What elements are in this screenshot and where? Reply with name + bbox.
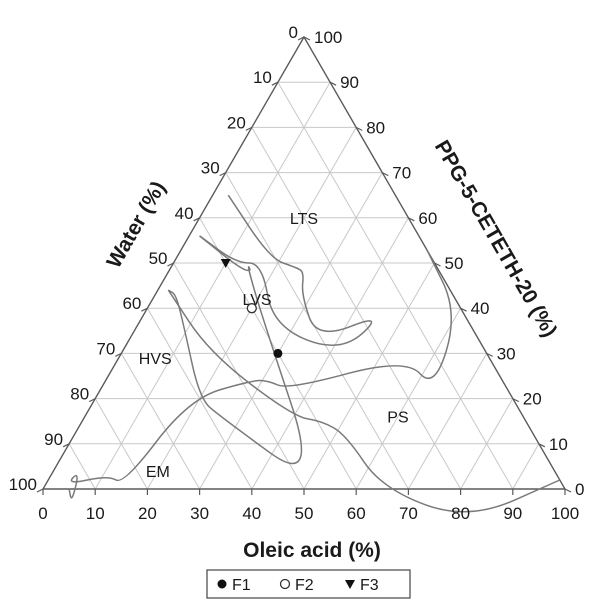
left-tick-label: 90 [44,430,63,449]
left-tick-label: 40 [175,204,194,223]
left-tick-label: 70 [96,339,115,358]
region-label-em: EM [146,464,170,481]
left-tick-mark [36,488,44,493]
bottom-tick-label: 20 [138,504,157,523]
bottom-tick-label: 40 [242,504,261,523]
legend: F1 F2 F3 [206,569,411,599]
grid-line-water-10 [277,81,514,490]
bottom-tick-label: 10 [86,504,105,523]
grid [68,81,540,490]
bottom-tick-label: 0 [38,504,47,523]
legend-label-f2: F2 [295,577,314,594]
right-tick-mark [303,36,311,41]
right-tick-mark [564,488,572,493]
right-tick-mark [329,81,337,86]
region-label-hvs: HVS [139,351,172,368]
bottom-tick-label: 90 [503,504,522,523]
grid-line-oleic-90 [512,443,540,490]
right-tick-mark [486,352,493,357]
lvs-region-boundary [199,194,373,346]
legend-marker-f2 [279,578,291,590]
grid-line-oleic-50 [303,262,435,490]
region-labels: LTS LVS HVS PS EM [139,211,409,481]
bottom-tick-label: 70 [399,504,418,523]
right-tick-mark [355,126,363,131]
right-tick-label: 30 [497,344,516,363]
left-tick-label: 80 [70,385,89,404]
legend-label-f3: F3 [360,577,379,594]
left-tick-mark [88,398,96,403]
right-tick-label: 50 [445,254,464,273]
right-tick-label: 100 [314,28,342,47]
left-tick-mark [167,262,174,267]
bottom-tick-label: 100 [551,504,579,523]
bottom-tick-label: 50 [295,504,314,523]
right-tick-mark [408,217,415,222]
right-tick-mark [460,307,467,312]
left-tick-mark [193,217,200,222]
right-tick-label: 10 [549,435,568,454]
right-axis-title: PPG-5-CETETH-20 (%) [430,136,561,341]
right-tick-label: 20 [523,390,542,409]
grid-line-oleic-10 [94,81,331,490]
left-tick-mark [115,352,122,357]
phase-boundaries [68,194,561,513]
left-tick-label: 50 [149,249,168,268]
legend-box [206,569,411,599]
legend-marker-f1 [217,579,227,589]
grid-line-oleic-80 [460,398,514,490]
right-tick-label: 0 [575,480,584,499]
legend-label-f1: F1 [232,577,251,594]
left-tick-label: 100 [9,475,37,494]
point-f2 [246,303,257,314]
right-tick-mark [512,398,520,403]
grid-line-water-50 [173,262,305,490]
left-tick-label: 20 [227,113,246,132]
left-tick-mark [297,36,305,41]
grid-line-water-80 [94,398,148,490]
region-label-lts: LTS [290,211,318,228]
right-tick-label: 40 [471,299,490,318]
right-tick-label: 80 [366,118,385,137]
grid-line-water-70 [120,353,201,490]
bottom-tick-label: 80 [451,504,470,523]
left-tick-mark [141,307,148,312]
point-f3 [220,259,231,268]
right-tick-label: 60 [418,209,437,228]
ps-region-boundary [167,289,561,513]
left-tick-label: 10 [253,68,272,87]
grid-line-oleic-70 [407,353,488,490]
right-tick-label: 90 [340,73,359,92]
x-axis-title: Oleic acid (%) [243,539,381,562]
left-tick-mark [62,443,70,448]
left-tick-mark [245,126,253,131]
formulation-points [220,259,283,358]
region-label-lvs: LVS [242,292,271,309]
point-f1 [273,348,283,358]
left-tick-mark [219,172,226,177]
bottom-tick-label: 30 [190,504,209,523]
bottom-tick-label: 60 [347,504,366,523]
right-tick-mark [382,172,389,177]
grid-line-oleic-60 [355,307,462,490]
left-tick-mark [271,81,279,86]
left-tick-label: 30 [201,159,220,178]
left-tick-label: 0 [289,23,298,42]
grid-line-water-90 [68,443,96,490]
em-region-boundary [68,249,453,499]
legend-marker-f3 [345,580,355,589]
right-tick-mark [434,262,441,267]
right-tick-label: 70 [392,164,411,183]
tick-labels: 0 10 20 30 40 50 60 70 80 90 100010203040506070809… [9,23,585,523]
region-label-ps: PS [387,410,408,427]
left-tick-label: 60 [122,294,141,313]
grid-line-water-30 [225,172,409,490]
triangle-frame [36,35,572,495]
right-tick-mark [538,443,546,448]
